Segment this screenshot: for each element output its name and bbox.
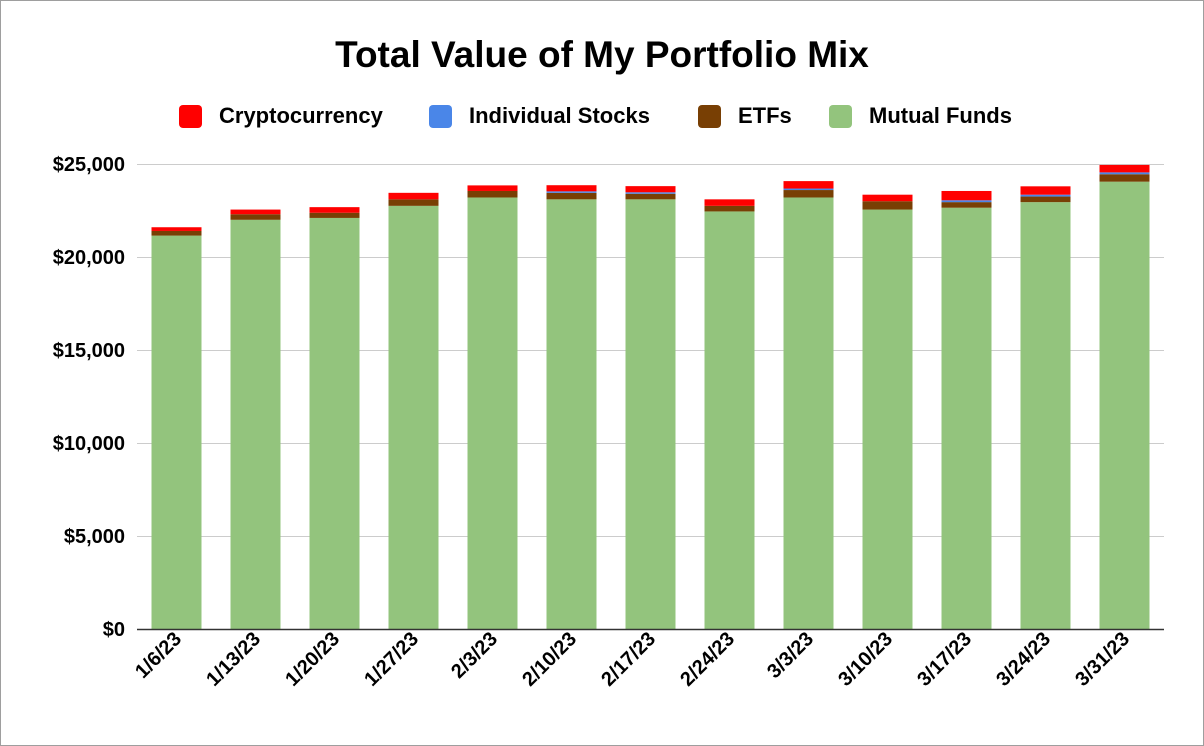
bar-etfs <box>467 190 518 198</box>
bar-mutual-funds <box>1020 202 1071 629</box>
chart-title: Total Value of My Portfolio Mix <box>335 34 869 75</box>
bar-individual-stocks <box>546 191 597 193</box>
bar-etfs <box>862 201 913 210</box>
bar-cryptocurrency <box>388 192 439 200</box>
bar-cryptocurrency <box>151 227 202 231</box>
x-tick-label: 3/3/23 <box>763 628 818 683</box>
bar-mutual-funds <box>546 199 597 629</box>
bar-mutual-funds <box>783 197 834 630</box>
legend-swatch-cryptocurrency <box>179 104 202 128</box>
legend-item-individual-stocks[interactable]: Individual Stocks <box>429 102 650 130</box>
bar-individual-stocks <box>941 200 992 203</box>
y-tick-label: $15,000 <box>53 340 125 362</box>
bar-mutual-funds <box>230 219 281 630</box>
bar-mutual-funds <box>388 205 439 629</box>
legend-label-individual-stocks: Individual Stocks <box>469 103 650 128</box>
x-tick-label: 3/24/23 <box>992 628 1055 691</box>
bar-cryptocurrency <box>941 190 992 201</box>
bar-etfs <box>309 212 360 218</box>
legend-label-etfs: ETFs <box>738 103 792 128</box>
bar-etfs <box>388 199 439 206</box>
bar-etfs <box>783 190 834 198</box>
legend-item-etfs[interactable]: ETFs <box>698 102 792 130</box>
bar-individual-stocks <box>783 188 834 191</box>
bar-mutual-funds <box>151 235 202 630</box>
x-tick-label: 2/3/23 <box>447 628 502 683</box>
legend-item-cryptocurrency[interactable]: Cryptocurrency <box>179 102 383 130</box>
x-tick-label: 2/24/23 <box>676 628 739 691</box>
bar-mutual-funds <box>467 197 518 630</box>
bar-etfs <box>704 205 755 212</box>
legend-label-mutual-funds: Mutual Funds <box>869 103 1012 128</box>
bar-cryptocurrency <box>230 209 281 215</box>
legend-swatch-mutual-funds <box>829 104 852 128</box>
x-tick-label: 2/10/23 <box>518 628 581 691</box>
bar-etfs <box>546 192 597 200</box>
bar-mutual-funds <box>625 199 676 629</box>
bar-cryptocurrency <box>1099 164 1150 173</box>
legend-item-mutual-funds[interactable]: Mutual Funds <box>829 102 1012 130</box>
y-tick-label: $10,000 <box>53 433 125 455</box>
bar-etfs <box>1020 196 1071 203</box>
y-tick-label: $25,000 <box>53 154 125 176</box>
bar-cryptocurrency <box>625 186 676 193</box>
x-tick-label: 1/20/23 <box>281 628 344 691</box>
x-tick-label: 1/6/23 <box>131 628 186 683</box>
bar-mutual-funds <box>862 209 913 629</box>
y-tick-label: $0 <box>103 619 125 641</box>
bar-cryptocurrency <box>309 207 360 213</box>
bar-etfs <box>625 193 676 200</box>
y-tick-label: $20,000 <box>53 247 125 269</box>
bar-etfs <box>1099 174 1150 182</box>
x-tick-label: 3/17/23 <box>913 628 976 691</box>
bar-mutual-funds <box>1099 181 1150 630</box>
x-tick-label: 1/27/23 <box>360 628 423 691</box>
x-tick-label: 3/10/23 <box>834 628 897 691</box>
bar-individual-stocks <box>1099 172 1150 175</box>
y-tick-label: $5,000 <box>64 526 125 548</box>
bar-cryptocurrency <box>546 185 597 192</box>
bar-etfs <box>151 230 202 236</box>
bar-etfs <box>941 202 992 208</box>
bar-mutual-funds <box>941 207 992 629</box>
bar-mutual-funds <box>309 217 360 629</box>
chart-legend: Cryptocurrency Individual Stocks ETFs Mu… <box>0 102 1204 130</box>
bar-individual-stocks <box>625 192 676 194</box>
bar-etfs <box>230 214 281 220</box>
x-tick-label: 3/31/23 <box>1071 628 1134 691</box>
legend-label-cryptocurrency: Cryptocurrency <box>219 103 383 128</box>
x-tick-label: 2/17/23 <box>597 628 660 691</box>
bar-mutual-funds <box>704 211 755 629</box>
legend-swatch-etfs <box>698 104 721 128</box>
bar-cryptocurrency <box>783 181 834 189</box>
legend-swatch-individual-stocks <box>429 104 452 128</box>
bar-individual-stocks <box>1020 194 1071 197</box>
bar-cryptocurrency <box>467 185 518 191</box>
x-tick-label: 1/13/23 <box>202 628 265 691</box>
bar-cryptocurrency <box>704 199 755 206</box>
bar-cryptocurrency <box>862 194 913 202</box>
bar-cryptocurrency <box>1020 186 1071 195</box>
